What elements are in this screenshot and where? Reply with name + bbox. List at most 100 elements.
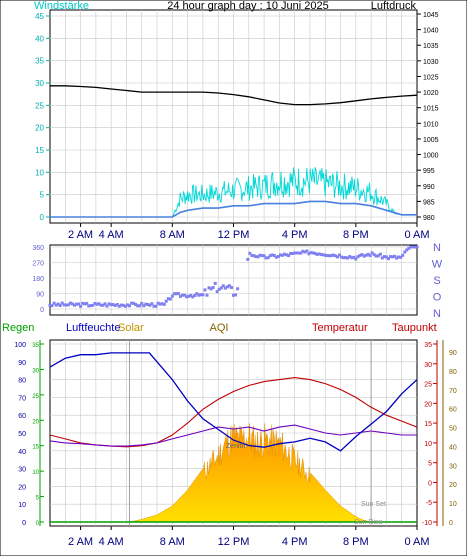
direction-point bbox=[260, 254, 264, 258]
right-tick-label: 1000 bbox=[423, 153, 439, 160]
rain-tick-label: 30 bbox=[32, 368, 39, 374]
direction-point bbox=[364, 253, 368, 257]
direction-point bbox=[285, 253, 288, 257]
direction-point bbox=[309, 251, 313, 255]
direction-point bbox=[315, 252, 319, 256]
direction-point bbox=[201, 293, 205, 297]
direction-point bbox=[258, 253, 262, 257]
direction-point bbox=[132, 301, 136, 305]
direction-point bbox=[185, 295, 189, 299]
direction-point bbox=[221, 284, 225, 288]
humidity-tick-label: 10 bbox=[18, 502, 26, 509]
compass-letter: O bbox=[433, 292, 442, 304]
direction-point bbox=[89, 304, 93, 308]
direction-point bbox=[154, 304, 158, 308]
direction-point bbox=[144, 302, 148, 306]
right-tick-label: 980 bbox=[423, 215, 435, 222]
direction-point bbox=[168, 297, 172, 301]
direction-point bbox=[183, 293, 187, 297]
direction-point bbox=[266, 256, 270, 260]
direction-point bbox=[301, 249, 305, 253]
direction-point bbox=[393, 254, 397, 258]
left-axis-label: Windstärke bbox=[34, 0, 89, 12]
humidity-tick-label: 30 bbox=[18, 467, 26, 474]
compass-letter: S bbox=[433, 275, 440, 287]
direction-point bbox=[415, 245, 419, 249]
direction-point bbox=[87, 304, 91, 308]
label-aqi: AQI bbox=[210, 322, 229, 334]
x-tick-label: 8 PM bbox=[343, 536, 369, 548]
direction-point bbox=[64, 303, 68, 307]
annotation-sunrise: Sun Rise bbox=[354, 519, 383, 526]
direction-point bbox=[248, 251, 252, 255]
direction-point bbox=[79, 304, 83, 308]
series-dewpoint bbox=[49, 424, 417, 447]
direction-point bbox=[207, 286, 211, 290]
direction-point bbox=[366, 252, 370, 256]
x-tick-label: 4 PM bbox=[282, 229, 308, 241]
label-humidity: Luftfeuchte bbox=[66, 322, 120, 334]
temperature-tick-label: 20 bbox=[424, 401, 432, 408]
humidity-tick-label: 70 bbox=[18, 395, 26, 402]
direction-point bbox=[160, 302, 164, 306]
direction-point bbox=[372, 253, 376, 257]
direction-point bbox=[376, 254, 380, 258]
direction-point bbox=[219, 286, 223, 290]
x-tick-label: 4 AM bbox=[99, 536, 124, 548]
direction-point bbox=[362, 254, 366, 258]
aqi-tick-label: 70 bbox=[449, 388, 457, 395]
rain-tick-label: 25 bbox=[32, 394, 39, 400]
direction-point bbox=[119, 303, 123, 307]
direction-point bbox=[307, 252, 311, 256]
direction-point bbox=[205, 293, 209, 297]
direction-point bbox=[354, 257, 358, 261]
left-tick-label: 25 bbox=[35, 101, 44, 110]
direction-point bbox=[272, 254, 276, 257]
direction-point bbox=[138, 304, 142, 308]
right-axis-label: Luftdruck bbox=[371, 0, 417, 12]
rain-tick-label: 5 bbox=[36, 496, 40, 502]
direction-point bbox=[348, 255, 352, 259]
direction-point bbox=[50, 304, 54, 308]
direction-point bbox=[295, 251, 299, 255]
right-tick-label: 990 bbox=[423, 184, 435, 191]
temperature-tick-label: 15 bbox=[424, 421, 432, 428]
aqi-tick-label: 0 bbox=[449, 520, 453, 527]
direction-point bbox=[75, 302, 78, 306]
direction-point bbox=[274, 255, 278, 259]
direction-point bbox=[356, 255, 360, 259]
direction-point bbox=[344, 256, 348, 260]
x-tick-label: 12 PM bbox=[218, 229, 250, 241]
direction-point bbox=[232, 293, 235, 297]
x-tick-label: 8 AM bbox=[160, 229, 185, 241]
direction-point bbox=[230, 286, 233, 289]
direction-point bbox=[62, 303, 66, 307]
humidity-tick-label: 40 bbox=[18, 449, 26, 456]
direction-point bbox=[128, 304, 131, 308]
direction-tick-label: 0 bbox=[40, 307, 44, 314]
direction-point bbox=[134, 303, 138, 306]
humidity-tick-label: 20 bbox=[18, 484, 26, 491]
direction-point bbox=[170, 294, 174, 298]
direction-point bbox=[325, 254, 329, 258]
right-tick-label: 1035 bbox=[423, 43, 439, 50]
direction-point bbox=[123, 304, 127, 308]
direction-point bbox=[395, 256, 399, 260]
direction-point bbox=[191, 295, 195, 299]
direction-point bbox=[189, 294, 193, 297]
direction-point bbox=[48, 303, 52, 307]
left-tick-label: 35 bbox=[35, 57, 44, 66]
direction-point bbox=[321, 253, 325, 257]
label-dewpoint: Taupunkt bbox=[392, 322, 437, 334]
direction-point bbox=[60, 301, 64, 305]
left-tick-label: 0 bbox=[40, 213, 45, 222]
direction-point bbox=[66, 303, 70, 307]
x-tick-label: 0 AM bbox=[404, 229, 429, 241]
series-pressure bbox=[50, 85, 418, 106]
annotation-zenith: Zenith bbox=[226, 443, 246, 450]
direction-point bbox=[148, 303, 152, 307]
direction-point bbox=[270, 253, 274, 257]
direction-point bbox=[358, 254, 362, 257]
